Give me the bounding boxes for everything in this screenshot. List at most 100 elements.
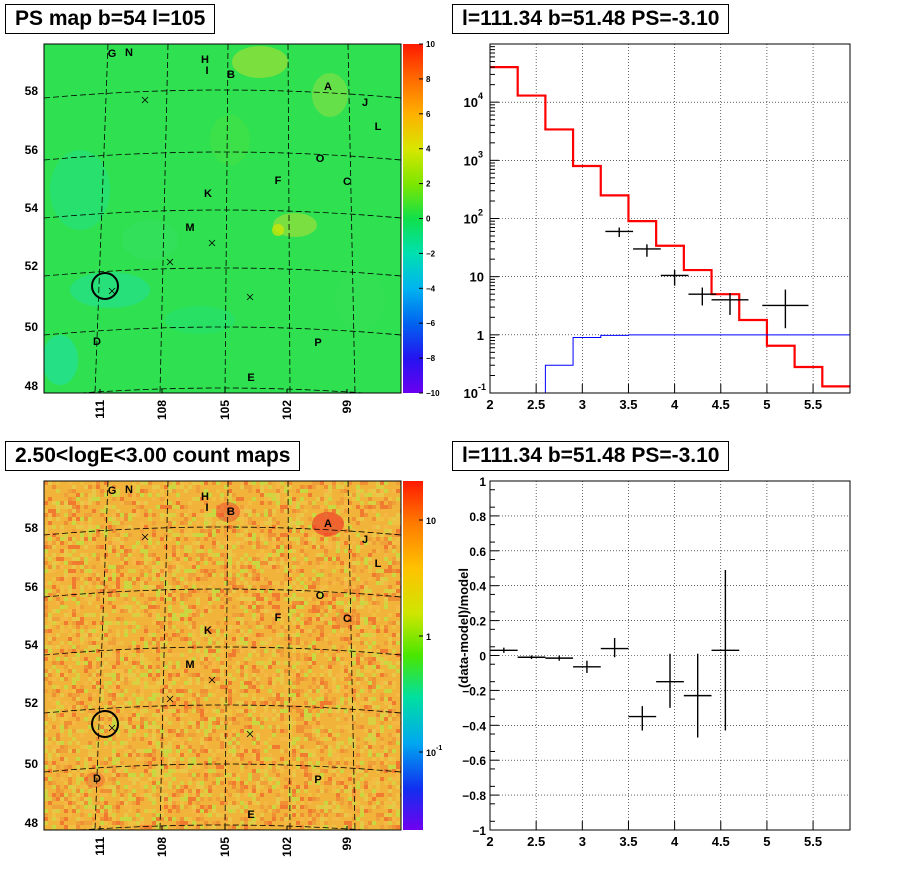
source-label-k: K bbox=[204, 188, 212, 200]
residual-data-point bbox=[628, 706, 657, 731]
source-label-m: M bbox=[185, 222, 194, 234]
map-lon-line bbox=[159, 481, 169, 830]
lat-label-52: 52 bbox=[25, 259, 39, 273]
source-label-g: G bbox=[108, 48, 117, 60]
spectrum-curves bbox=[490, 66, 850, 393]
count-map-title: 2.50<logE<3.00 count maps bbox=[5, 441, 301, 471]
spectrum-y-tick-exponent: 3 bbox=[478, 149, 483, 159]
residual-x-tick-label: 2 bbox=[486, 834, 493, 849]
spectrum-x-tick-label: 3.5 bbox=[619, 397, 637, 412]
residual-x-tick-label: 5.5 bbox=[804, 834, 822, 849]
ps-map-target-circle bbox=[91, 272, 119, 300]
source-label-h: H bbox=[201, 54, 209, 66]
residual-y-tick-label: 0.6 bbox=[469, 545, 486, 559]
ps-map-colorbar-ticks: 10 8 6 4 2 0 −2 −4 −6 −8 −10 bbox=[419, 40, 440, 398]
map-lat-line bbox=[44, 646, 401, 656]
source-label-i: I bbox=[205, 65, 208, 77]
lon-label-111: 111 bbox=[93, 837, 107, 856]
map-lat-line bbox=[44, 763, 401, 773]
residual-data-point bbox=[545, 655, 574, 661]
source-label-o: O bbox=[316, 590, 325, 602]
spectrum-y-tick-label: 10 bbox=[464, 386, 478, 401]
lon-label-108: 108 bbox=[155, 400, 169, 420]
source-label-h: H bbox=[201, 491, 209, 503]
residual-title: l=111.34 b=51.48 PS=-3.10 bbox=[452, 441, 730, 471]
map-lat-line bbox=[44, 326, 401, 336]
lat-label-54: 54 bbox=[25, 638, 39, 652]
spectrum-y-tick-exponent: -1 bbox=[478, 382, 486, 392]
lat-label-50: 50 bbox=[25, 320, 39, 334]
count-map-source-labels: G N HI B A JL O C F K M D P E bbox=[93, 484, 382, 821]
map-lon-line bbox=[287, 481, 291, 830]
ps-map-source-labels: G N HI B A JL O C F K M D P E bbox=[93, 47, 382, 384]
source-label-p: P bbox=[314, 774, 321, 786]
cross-marker bbox=[141, 533, 149, 541]
residual-y-tick-label: 1 bbox=[479, 475, 486, 489]
spectrum-data-point bbox=[633, 244, 661, 257]
spectrum-y-tick-label: 1 bbox=[477, 328, 484, 343]
residual-x-tick-label: 4 bbox=[671, 834, 679, 849]
lat-label-50: 50 bbox=[25, 757, 39, 771]
residual-y-tick-label: −0.2 bbox=[462, 684, 486, 698]
count-map-cb-tick-1: 1 bbox=[426, 632, 431, 642]
residual-plot: 2 2.5 3 3.5 4 4.5 5 5.5 −1 −0.8 −0.6 −0.4 −0.2 0 0.2 0.… bbox=[456, 475, 851, 849]
source-label-f: F bbox=[275, 612, 282, 624]
source-label-e: E bbox=[247, 809, 254, 821]
spectrum-y-tick-label: 10 bbox=[464, 153, 478, 168]
ps-cb-label: −4 bbox=[426, 284, 436, 293]
ps-map-cross-markers bbox=[108, 96, 254, 301]
residual-data-point bbox=[656, 653, 684, 708]
map-lat-line bbox=[44, 588, 401, 598]
source-label-a: A bbox=[324, 81, 332, 93]
count-map-target-circle bbox=[91, 710, 119, 738]
map-lon-line bbox=[224, 481, 229, 830]
source-label-j: J bbox=[362, 97, 368, 109]
map-lon-line bbox=[94, 44, 109, 393]
source-label-n: N bbox=[125, 47, 133, 59]
residual-x-tick-label: 4.5 bbox=[712, 834, 730, 849]
count-map-lat-labels: 58 56 54 52 50 48 bbox=[25, 521, 39, 830]
spectrum-model-step bbox=[490, 66, 850, 388]
residual-y-tick-label: −0.6 bbox=[462, 754, 486, 768]
spectrum-x-tick-label: 5.5 bbox=[804, 397, 822, 412]
source-label-c: C bbox=[343, 176, 351, 188]
cross-marker bbox=[108, 724, 116, 732]
lat-label-48: 48 bbox=[25, 379, 39, 393]
lon-label-105: 105 bbox=[218, 837, 232, 857]
ps-cb-label: 4 bbox=[426, 145, 431, 154]
source-label-a: A bbox=[324, 518, 332, 530]
spectrum-data-point bbox=[711, 293, 749, 315]
ps-cb-label: 0 bbox=[426, 215, 431, 224]
count-map-colorbar-ticks: 10 1 10 -1 bbox=[419, 516, 442, 758]
count-map-hotspots bbox=[85, 502, 355, 788]
cross-marker bbox=[166, 695, 174, 703]
cross-marker bbox=[141, 96, 149, 104]
cross-marker bbox=[108, 287, 116, 295]
lon-label-111: 111 bbox=[93, 400, 107, 419]
spectrum-data-point bbox=[605, 227, 634, 238]
spectrum-data-point bbox=[688, 287, 717, 306]
count-map-lon-labels: 111 108 105 102 99 bbox=[93, 826, 354, 857]
residual-x-tick-label: 3 bbox=[579, 834, 586, 849]
ps-map-title: PS map b=54 l=105 bbox=[5, 4, 216, 34]
source-label-j: J bbox=[362, 534, 368, 546]
spectrum-data-point bbox=[762, 289, 809, 329]
ps-cb-label: −6 bbox=[426, 319, 436, 328]
lat-label-58: 58 bbox=[25, 521, 39, 535]
ps-cb-label: 6 bbox=[426, 110, 431, 119]
residual-y-tick-label: −1 bbox=[472, 824, 486, 838]
spectrum-data-point bbox=[660, 270, 689, 286]
map-lon-line bbox=[287, 44, 291, 393]
map-lat-line bbox=[75, 387, 369, 393]
ps-map-lon-labels: 111 108 105 102 99 bbox=[93, 389, 354, 420]
ps-cb-label: 2 bbox=[426, 180, 431, 189]
map-lon-line bbox=[347, 44, 356, 393]
residual-axes: 2 2.5 3 3.5 4 4.5 5 5.5 −1 −0.8 −0.6 −0.4 −0.2 0 0.2 0.… bbox=[462, 475, 822, 849]
lat-label-54: 54 bbox=[25, 201, 39, 215]
lon-label-102: 102 bbox=[280, 837, 294, 857]
source-label-b: B bbox=[227, 506, 235, 518]
